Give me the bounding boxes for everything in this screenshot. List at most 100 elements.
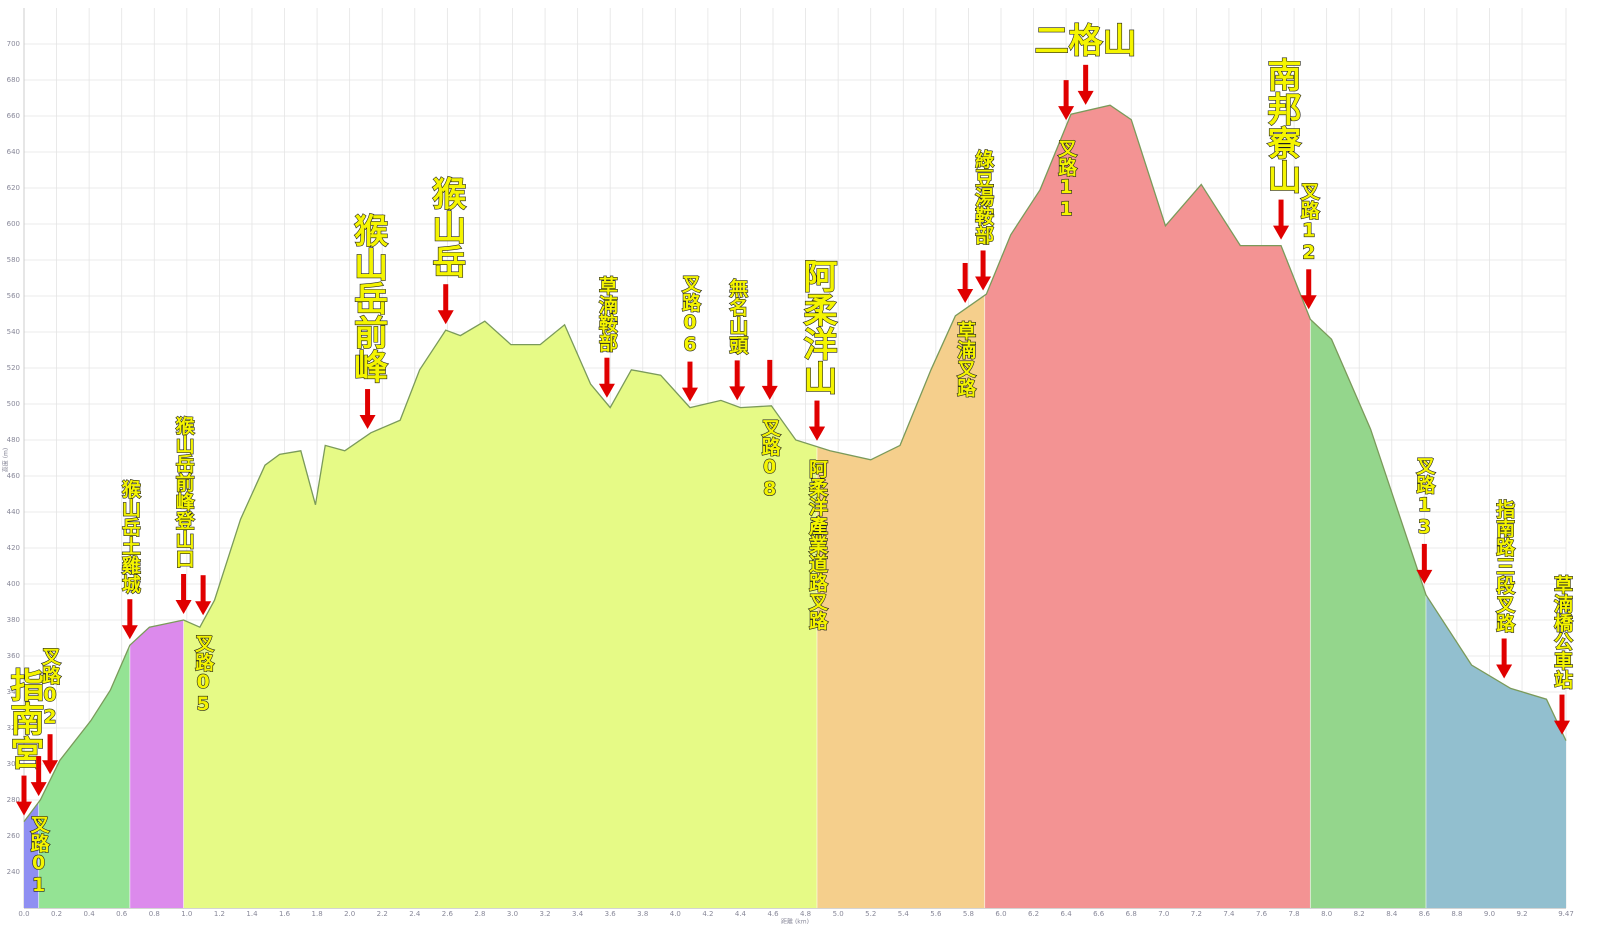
x-tick-label: 0.2 bbox=[51, 910, 62, 918]
arrow-head bbox=[1496, 664, 1513, 679]
x-axis-label: 距離 (km) bbox=[781, 918, 809, 926]
x-tick-label: 9.2 bbox=[1516, 910, 1527, 918]
x-tick-label: 2.2 bbox=[377, 910, 388, 918]
x-tick-label: 4.0 bbox=[670, 910, 681, 918]
arrow-head bbox=[437, 310, 454, 325]
y-tick-label: 480 bbox=[7, 436, 20, 444]
annotation-label: 綠豆湯鞍部 bbox=[972, 148, 994, 245]
annotation-label: 叉路08 bbox=[759, 418, 782, 500]
annotation-label: 阿柔洋產業道路叉路 bbox=[806, 458, 829, 630]
x-tick-label: 5.8 bbox=[963, 910, 974, 918]
x-tick-label: 4.8 bbox=[800, 910, 811, 918]
annotation-label: 猴山岳土雞城 bbox=[119, 478, 142, 594]
y-tick-label: 620 bbox=[7, 184, 20, 192]
arrow-head bbox=[729, 386, 746, 401]
y-tick-label: 640 bbox=[7, 148, 20, 156]
annotation-label: 叉路13 bbox=[1413, 456, 1436, 538]
y-tick-label: 580 bbox=[7, 256, 20, 264]
y-tick-label: 280 bbox=[7, 796, 20, 804]
annotation-label: 南邦寮山 bbox=[1261, 58, 1302, 194]
arrow-head bbox=[195, 601, 212, 616]
y-tick-label: 240 bbox=[7, 868, 20, 876]
x-tick-label: 5.6 bbox=[930, 910, 942, 918]
y-tick-label: 360 bbox=[7, 652, 20, 660]
x-tick-label: 7.2 bbox=[1191, 910, 1202, 918]
annotation-label: 指南宮 bbox=[4, 668, 44, 770]
x-tick-label: 8.8 bbox=[1451, 910, 1462, 918]
y-tick-label: 400 bbox=[7, 580, 20, 588]
x-tick-label: 7.8 bbox=[1289, 910, 1300, 918]
arrow-head bbox=[957, 288, 974, 303]
x-tick-label: 2.4 bbox=[409, 910, 421, 918]
arrow-head bbox=[121, 625, 138, 640]
x-tick-label: 6.2 bbox=[1028, 910, 1039, 918]
arrow-head bbox=[175, 600, 192, 614]
y-tick-label: 300 bbox=[7, 760, 20, 768]
x-tick-label: 0.8 bbox=[149, 910, 160, 918]
annotation-label: 叉路02 bbox=[39, 646, 62, 728]
profile-line bbox=[23, 104, 1567, 822]
x-tick-label: 1.4 bbox=[246, 910, 258, 918]
annotation-label: 叉路11 bbox=[1055, 138, 1078, 220]
x-tick-label: 4.6 bbox=[767, 910, 779, 918]
arrow-head bbox=[1273, 225, 1290, 240]
x-tick-label: 8.2 bbox=[1354, 910, 1365, 918]
arrow-head bbox=[975, 276, 992, 291]
profile bbox=[23, 104, 1567, 822]
y-tick-label: 560 bbox=[7, 292, 20, 300]
x-tick-label: 0.0 bbox=[18, 910, 29, 918]
annotation-label: 叉路06 bbox=[679, 274, 702, 356]
annotation-label: 叉路01 bbox=[28, 814, 51, 896]
y-axis-label: 高度 (m) bbox=[2, 448, 10, 472]
x-tick-label: 7.4 bbox=[1223, 910, 1235, 918]
x-tick-label: 3.2 bbox=[539, 910, 550, 918]
x-tick-label: 4.2 bbox=[702, 910, 713, 918]
arrow-head bbox=[1058, 106, 1075, 121]
y-tick-label: 540 bbox=[7, 328, 20, 336]
x-tick-label: 0.6 bbox=[116, 910, 128, 918]
y-tick-label: 420 bbox=[7, 544, 20, 552]
x-tick-label: 1.8 bbox=[312, 910, 323, 918]
arrow-head bbox=[761, 385, 778, 400]
arrow-head bbox=[1300, 295, 1317, 310]
x-tick-label: 7.0 bbox=[1158, 910, 1169, 918]
annotation-label: 草湳橋公車站 bbox=[1551, 573, 1573, 689]
x-tick-label: 8.4 bbox=[1386, 910, 1398, 918]
arrow-head bbox=[598, 383, 615, 398]
x-tick-label: 2.0 bbox=[344, 910, 355, 918]
annotation-label: 指南路三段叉路 bbox=[1493, 499, 1516, 633]
x-tick-label: 7.6 bbox=[1256, 910, 1268, 918]
x-tick-label: 9.0 bbox=[1484, 910, 1495, 918]
x-tick-label: 6.4 bbox=[1061, 910, 1073, 918]
arrow-head bbox=[42, 760, 59, 775]
y-tick-label: 660 bbox=[7, 112, 20, 120]
y-tick-label: 700 bbox=[7, 40, 20, 48]
arrow-head bbox=[808, 426, 825, 441]
arrow-head bbox=[1554, 720, 1570, 735]
annotation-label: 猴山岳 bbox=[426, 176, 466, 278]
x-tick-label: 8.0 bbox=[1321, 910, 1332, 918]
annotation-label: 猴山岳前峰登山口 bbox=[173, 415, 196, 568]
y-tick-label: 380 bbox=[7, 616, 20, 624]
y-tick-label: 340 bbox=[7, 688, 20, 696]
x-tick-label: 4.4 bbox=[735, 910, 747, 918]
y-tick-label: 680 bbox=[7, 76, 20, 84]
annotation-label: 猴山岳前峰 bbox=[348, 213, 388, 383]
x-tick-label: 5.2 bbox=[865, 910, 876, 918]
arrow-head bbox=[30, 782, 47, 797]
x-tick-label: 6.6 bbox=[1093, 910, 1105, 918]
y-tick-label: 600 bbox=[7, 220, 20, 228]
arrow-head bbox=[359, 415, 376, 430]
x-tick-label: 3.0 bbox=[507, 910, 518, 918]
x-tick-label: 1.0 bbox=[181, 910, 192, 918]
annotation-label: 草湳鞍部 bbox=[596, 274, 618, 352]
y-tick-label: 500 bbox=[7, 400, 20, 408]
y-tick-label: 260 bbox=[7, 832, 20, 840]
y-tick-label: 520 bbox=[7, 364, 20, 372]
annotation-label: 無名山頭 bbox=[726, 277, 748, 355]
x-tick-label: 2.6 bbox=[442, 910, 454, 918]
x-tick-label: 8.6 bbox=[1419, 910, 1431, 918]
arrow-head bbox=[16, 801, 32, 816]
